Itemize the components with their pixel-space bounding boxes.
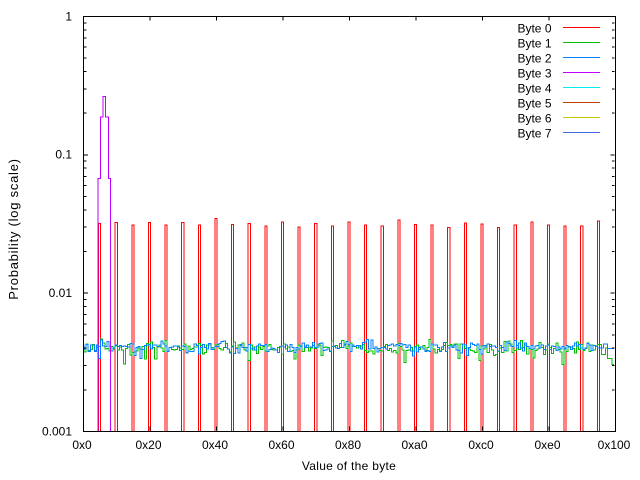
svg-text:0.1: 0.1 [55, 148, 72, 162]
svg-text:Value of the byte: Value of the byte [302, 459, 396, 473]
svg-text:Byte 1: Byte 1 [517, 36, 551, 50]
svg-text:0x20: 0x20 [135, 438, 161, 452]
svg-text:Byte 4: Byte 4 [517, 81, 551, 95]
svg-text:0.01: 0.01 [49, 286, 73, 300]
svg-text:0x60: 0x60 [268, 438, 294, 452]
svg-text:0x0: 0x0 [72, 438, 92, 452]
svg-text:Byte 0: Byte 0 [517, 21, 551, 35]
svg-text:1: 1 [65, 9, 72, 23]
svg-text:0x40: 0x40 [202, 438, 228, 452]
svg-text:0.001: 0.001 [42, 424, 72, 438]
svg-text:Byte 3: Byte 3 [517, 66, 551, 80]
svg-text:Byte 7: Byte 7 [517, 126, 551, 140]
svg-text:Byte 6: Byte 6 [517, 111, 551, 125]
svg-text:0x80: 0x80 [335, 438, 361, 452]
svg-text:0x100: 0x100 [598, 438, 631, 452]
svg-text:0xa0: 0xa0 [401, 438, 427, 452]
svg-text:0xe0: 0xe0 [534, 438, 560, 452]
svg-text:0xc0: 0xc0 [468, 438, 494, 452]
svg-text:Probability (log scale): Probability (log scale) [6, 158, 21, 300]
svg-text:Byte 2: Byte 2 [517, 51, 551, 65]
svg-text:Byte 5: Byte 5 [517, 96, 551, 110]
